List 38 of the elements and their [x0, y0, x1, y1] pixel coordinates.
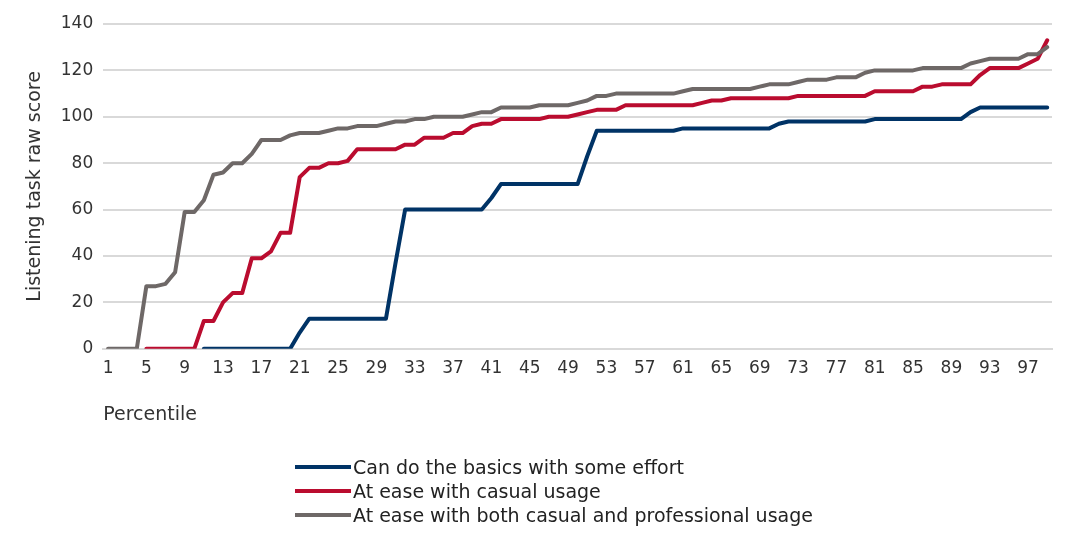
- legend-label: At ease with both casual and professional usage: [353, 504, 813, 526]
- y-tick-label: 100: [60, 105, 94, 126]
- y-tick-label: 140: [60, 12, 94, 33]
- x-tick-label: 37: [442, 357, 464, 378]
- x-tick-label: 49: [557, 357, 579, 378]
- x-tick-label: 73: [787, 357, 809, 378]
- x-tick-label: 1: [102, 357, 114, 378]
- x-tick-label: 45: [518, 357, 541, 378]
- x-tick-label: 41: [480, 357, 503, 378]
- x-tick-label: 77: [825, 357, 848, 378]
- x-tick-label: 53: [595, 357, 618, 378]
- x-tick-label: 29: [365, 357, 388, 378]
- y-tick-label: 40: [71, 244, 94, 265]
- x-tick-label: 9: [179, 357, 191, 378]
- y-tick-label: 60: [71, 198, 94, 219]
- x-tick-label: 33: [403, 357, 426, 378]
- x-tick-label: 61: [672, 357, 694, 378]
- x-tick-label: 69: [748, 357, 771, 378]
- y-tick-label: 120: [60, 58, 94, 79]
- y-axis-title: Listening task raw score: [22, 71, 45, 302]
- x-tick-label: 93: [978, 357, 1001, 378]
- x-tick-label: 85: [902, 357, 924, 378]
- x-tick-label: 17: [250, 357, 273, 378]
- legend-label: Can do the basics with some effort: [353, 456, 684, 478]
- x-tick-label: 81: [863, 357, 886, 378]
- x-tick-label: 5: [140, 357, 152, 378]
- x-tick-label: 21: [288, 357, 311, 378]
- x-tick-label: 25: [327, 357, 349, 378]
- x-tick-label: 13: [212, 357, 234, 378]
- y-tick-label: 80: [71, 151, 94, 172]
- x-tick-label: 57: [633, 357, 656, 378]
- x-tick-label: 97: [1017, 357, 1039, 378]
- x-axis-title: Percentile: [103, 401, 197, 424]
- y-tick-label: 20: [71, 290, 94, 311]
- x-tick-label: 65: [710, 357, 733, 378]
- x-tick-label: 89: [940, 357, 963, 378]
- legend-label: At ease with casual usage: [353, 480, 601, 502]
- y-tick-label: 0: [82, 337, 94, 358]
